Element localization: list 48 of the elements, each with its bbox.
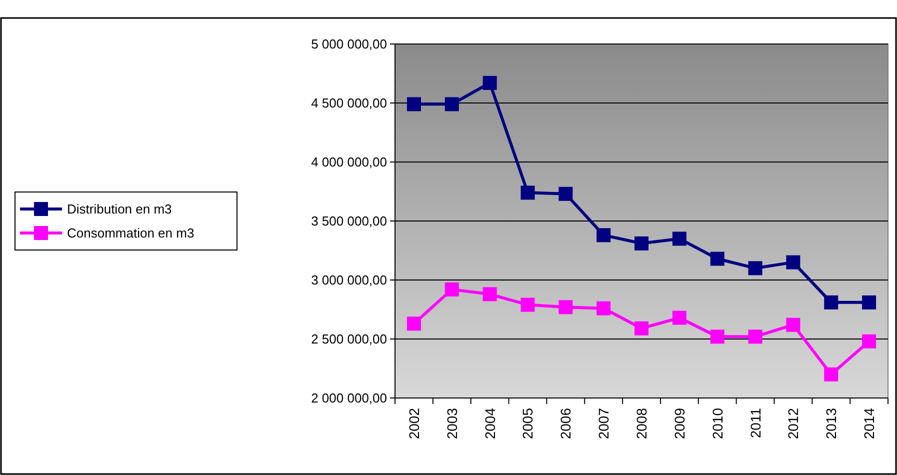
point <box>672 310 686 325</box>
y-tick-label: 5 000 000,00 <box>311 36 387 52</box>
point <box>824 367 838 382</box>
legend-label: Consommation en m3 <box>67 226 194 241</box>
x-tick-label: 2012 <box>785 408 802 440</box>
point <box>634 236 648 250</box>
point <box>558 300 573 314</box>
x-tick-label: 2013 <box>823 408 840 440</box>
point <box>520 298 535 312</box>
x-tick-label: 2008 <box>634 408 650 440</box>
x-tick-label: 2006 <box>558 408 574 440</box>
x-tick-label: 2003 <box>444 408 460 440</box>
y-tick-label: 3 500 000,00 <box>311 214 387 229</box>
x-tick-label: 2002 <box>406 408 422 440</box>
x-tick-label: 2005 <box>520 408 536 440</box>
point <box>672 232 686 246</box>
legend-label: Distribution en m3 <box>67 202 172 217</box>
point <box>786 255 800 270</box>
y-tick-label: 3 000 000,00 <box>311 272 387 288</box>
point <box>710 252 724 266</box>
point <box>558 186 573 201</box>
point <box>406 97 421 112</box>
point <box>596 301 611 316</box>
x-tick-label: 2010 <box>709 408 726 440</box>
point <box>406 316 421 331</box>
point <box>444 97 459 112</box>
y-tick-label: 4 000 000,00 <box>311 154 387 170</box>
point <box>482 76 497 90</box>
point <box>520 186 535 200</box>
point <box>786 318 800 332</box>
point <box>748 261 762 276</box>
x-tick-label: 2004 <box>482 408 498 440</box>
y-tick-label: 2 500 000,00 <box>311 332 387 347</box>
y-tick-label: 4 500 000,00 <box>311 96 387 111</box>
point <box>710 330 724 344</box>
x-tick-label: 2007 <box>596 408 612 440</box>
point <box>824 295 838 310</box>
point <box>482 287 497 302</box>
point <box>596 228 611 242</box>
x-tick-label: 2014 <box>861 408 878 440</box>
point <box>634 321 648 336</box>
point <box>748 330 762 344</box>
y-tick-label: 2 000 000,00 <box>311 390 387 406</box>
point <box>444 282 459 296</box>
x-tick-label: 2011 <box>747 408 764 438</box>
x-tick-label: 2009 <box>671 408 688 440</box>
point <box>862 295 876 310</box>
point <box>862 334 876 348</box>
